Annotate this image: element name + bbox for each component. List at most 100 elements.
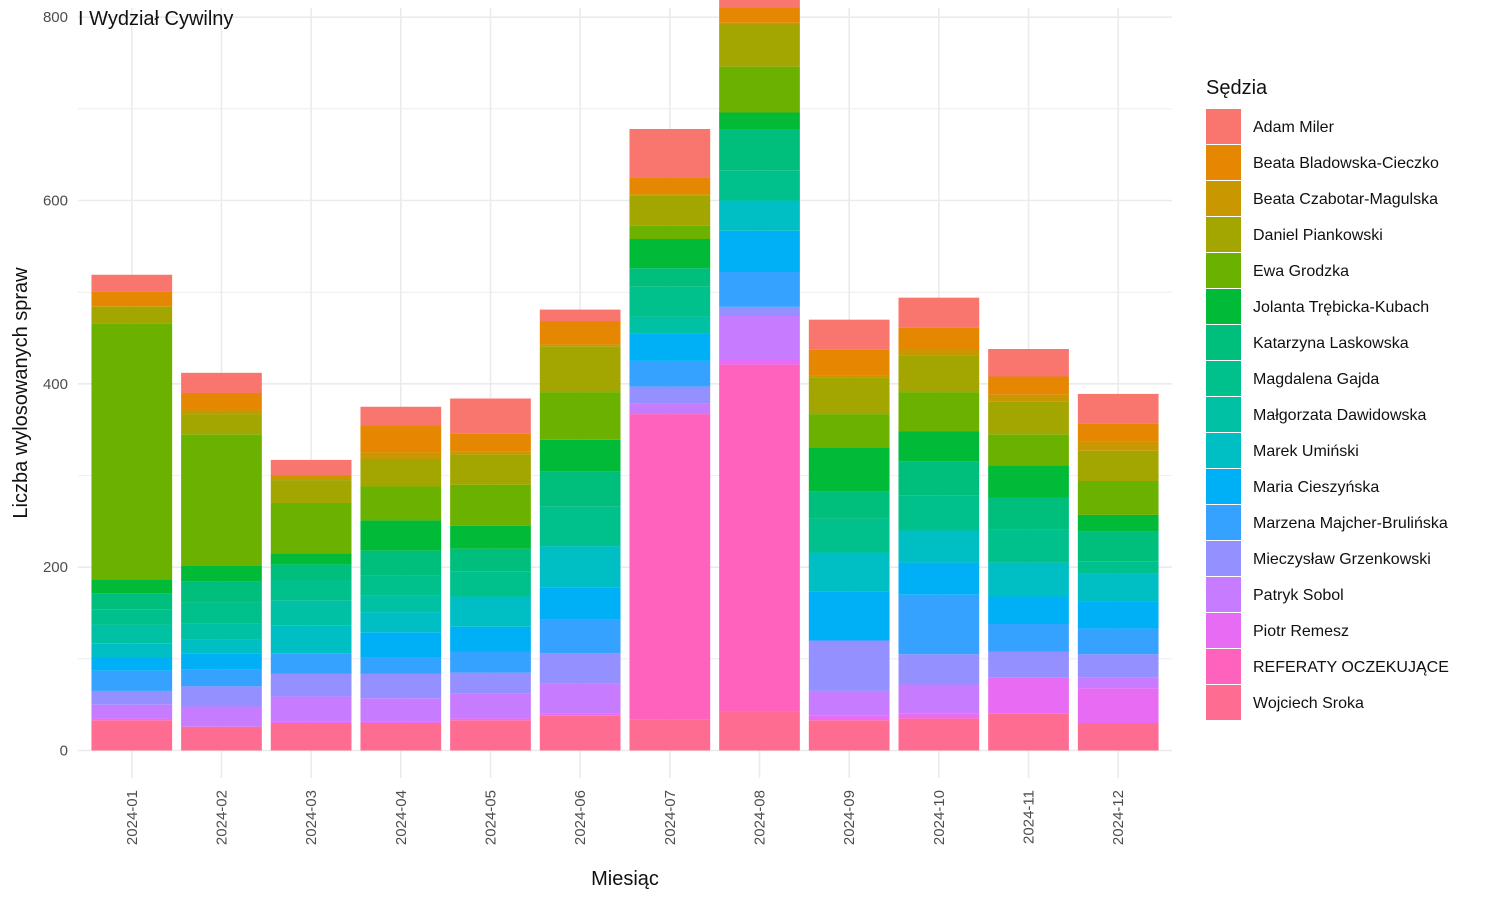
bar-segment	[988, 465, 1069, 498]
bar-segment	[629, 225, 711, 239]
bar-segment	[360, 406, 442, 426]
bar-segment	[360, 452, 442, 459]
legend-swatch	[1206, 109, 1241, 144]
bar-segment	[91, 291, 173, 305]
bar-segment	[629, 239, 711, 269]
legend-swatch	[1206, 289, 1241, 324]
legend-label: Wojciech Sroka	[1253, 695, 1364, 712]
legend-swatch	[1206, 541, 1241, 576]
bar-segment	[719, 170, 800, 201]
bar-segment	[1077, 654, 1159, 678]
bar-segment	[1077, 628, 1159, 655]
bar-segment	[988, 497, 1069, 530]
x-tick-label: 2024-08	[752, 790, 769, 845]
bar-segment	[988, 596, 1069, 624]
bar-segment	[360, 673, 442, 699]
bar-segment	[539, 587, 621, 620]
bar-segment	[719, 316, 800, 360]
bar-segment	[360, 721, 442, 723]
legend-swatch	[1206, 145, 1241, 180]
bar-segment	[91, 305, 173, 307]
bar-segment	[91, 657, 173, 671]
bar-segment	[988, 651, 1069, 678]
bar-segment	[898, 594, 980, 655]
bar-segment	[988, 434, 1069, 466]
y-tick-label: 800	[43, 9, 68, 26]
bar-segment	[539, 346, 621, 393]
bar-segment	[629, 360, 711, 387]
bar-segment	[450, 596, 531, 627]
bar-segment	[181, 653, 262, 670]
bar-segment	[91, 609, 173, 625]
bar-segment	[898, 431, 980, 462]
bar-segment	[719, 230, 800, 272]
legend-label: Ewa Grodzka	[1253, 263, 1349, 280]
bar-segment	[91, 323, 173, 580]
bar-segment	[91, 643, 173, 657]
y-tick-label: 600	[43, 193, 68, 210]
bar-segment	[360, 459, 442, 487]
legend-label: Patryk Sobol	[1253, 587, 1344, 604]
bar-segment	[270, 600, 352, 626]
bar-segment	[270, 564, 352, 580]
bar-segment	[808, 491, 890, 519]
bar-segment	[629, 719, 711, 751]
bar-segment	[181, 434, 262, 566]
legend-title: Sędzia	[1206, 77, 1268, 99]
bar-segment	[91, 624, 173, 644]
bar-segment	[629, 386, 711, 404]
bar-segment	[898, 530, 980, 563]
bar-segment	[91, 593, 173, 610]
legend-swatch	[1206, 649, 1241, 684]
bar-segment	[1077, 441, 1159, 451]
bar-segment	[629, 316, 711, 334]
bar-segment	[629, 403, 711, 415]
legend-swatch	[1206, 325, 1241, 360]
bar-segment	[91, 580, 173, 594]
bar-segment	[360, 723, 442, 751]
bar-segment	[629, 129, 711, 178]
x-tick-label: 2024-01	[124, 790, 141, 845]
legend-swatch	[1206, 505, 1241, 540]
bar-segment	[539, 546, 621, 588]
bar-segment	[719, 200, 800, 231]
bar-segment	[808, 518, 890, 553]
legend-label: Maria Cieszyńska	[1253, 479, 1379, 496]
bar-segment	[719, 129, 800, 171]
bar-segment	[539, 344, 621, 347]
bar-segment	[898, 355, 980, 393]
bar-segment	[539, 683, 621, 714]
bar-segment	[91, 718, 173, 721]
bar-segment	[181, 726, 262, 751]
bar-segment	[719, 112, 800, 129]
bar-segment	[91, 306, 173, 324]
x-tick-label: 2024-10	[931, 790, 948, 845]
bar-segment	[898, 297, 980, 328]
bar-segment	[988, 562, 1069, 597]
bar-segment	[898, 718, 980, 751]
bar-segment	[719, 360, 800, 365]
bar-segment	[360, 550, 442, 576]
bar-segment	[450, 451, 531, 455]
bar-segment	[91, 274, 173, 292]
bar-segment	[539, 506, 621, 547]
bar-segment	[450, 651, 531, 673]
legend-swatch	[1206, 469, 1241, 504]
legend-label: Marzena Majcher-Brulińska	[1253, 515, 1448, 532]
bar-segment	[181, 602, 262, 624]
bar-segment	[450, 433, 531, 452]
bar-segment	[1077, 393, 1159, 424]
bar-segment	[270, 721, 352, 723]
bar-segment	[808, 375, 890, 378]
bar-segment	[808, 720, 890, 751]
bar-segment	[1077, 481, 1159, 515]
bar-segment	[1077, 573, 1159, 602]
bar-segment	[181, 409, 262, 415]
bar-segment	[719, 0, 800, 8]
legend-label: Daniel Piankowski	[1253, 227, 1383, 244]
y-tick-label: 200	[43, 559, 68, 576]
bar-segment	[629, 177, 711, 195]
x-tick-label: 2024-02	[213, 790, 230, 845]
bar-segment	[360, 425, 442, 453]
